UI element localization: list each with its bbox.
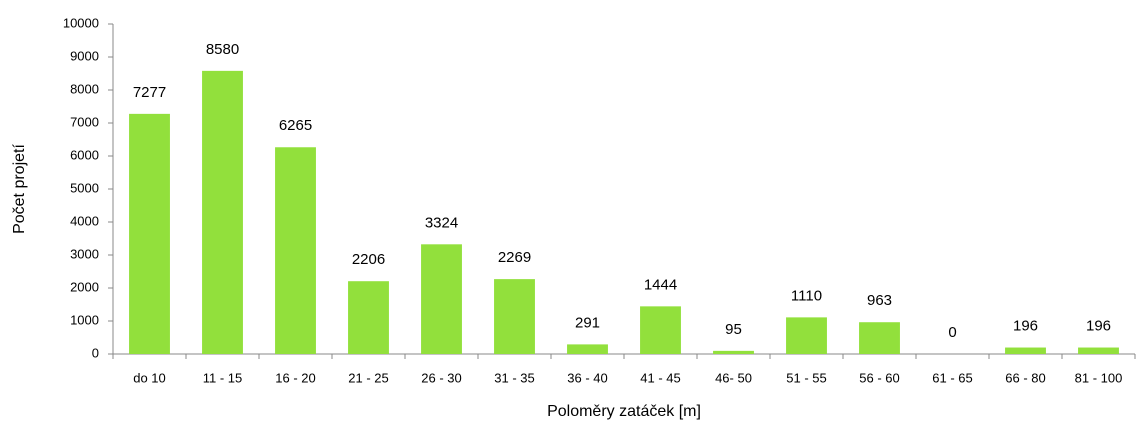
bar — [786, 317, 827, 354]
bar — [129, 113, 170, 354]
y-axis-title: Počet projetí — [11, 144, 28, 234]
y-tick-label: 1000 — [70, 312, 99, 327]
bar — [494, 279, 535, 354]
bar — [1005, 347, 1046, 354]
data-label: 8580 — [206, 41, 239, 58]
y-tick-label: 7000 — [70, 114, 99, 129]
y-tick-label: 8000 — [70, 81, 99, 96]
x-tick-label: 16 - 20 — [275, 370, 315, 385]
x-tick-label: 46- 50 — [715, 370, 752, 385]
bar — [348, 281, 389, 354]
x-tick-label: 36 - 40 — [567, 370, 607, 385]
x-tick-label: 41 - 45 — [640, 370, 680, 385]
data-label: 196 — [1086, 318, 1111, 335]
data-label: 0 — [948, 324, 956, 341]
y-tick-label: 3000 — [70, 246, 99, 261]
data-label: 95 — [725, 321, 742, 338]
y-tick-label: 10000 — [63, 15, 99, 30]
y-tick-label: 0 — [92, 345, 99, 360]
x-tick-label: 21 - 25 — [348, 370, 388, 385]
bar — [640, 306, 681, 354]
data-label: 6265 — [279, 117, 312, 134]
x-tick-label: 11 - 15 — [203, 370, 243, 385]
x-tick-label: 56 - 60 — [859, 370, 899, 385]
data-label: 1444 — [644, 276, 677, 293]
x-axis-title: Poloměry zatáček [m] — [547, 403, 701, 420]
x-tick-label: do 10 — [133, 370, 166, 385]
y-tick-label: 5000 — [70, 180, 99, 195]
bar — [1078, 347, 1119, 354]
data-label: 963 — [867, 292, 892, 309]
y-tick-label: 2000 — [70, 279, 99, 294]
bar — [859, 322, 900, 354]
y-tick-label: 4000 — [70, 213, 99, 228]
data-label: 291 — [575, 314, 600, 331]
data-label: 2206 — [352, 251, 385, 268]
data-label: 2269 — [498, 249, 531, 266]
bar — [275, 147, 316, 354]
data-label: 1110 — [791, 287, 822, 304]
x-tick-label: 81 - 100 — [1075, 370, 1123, 385]
x-tick-label: 66 - 80 — [1005, 370, 1045, 385]
y-tick-label: 9000 — [70, 48, 99, 63]
bar — [713, 350, 754, 354]
x-tick-label: 26 - 30 — [421, 370, 461, 385]
bar — [202, 70, 243, 355]
x-tick-label: 31 - 35 — [494, 370, 534, 385]
bar — [567, 344, 608, 354]
bar — [421, 244, 462, 354]
y-tick-label: 6000 — [70, 147, 99, 162]
data-label: 7277 — [133, 84, 166, 101]
x-tick-label: 61 - 65 — [932, 370, 972, 385]
data-label: 3324 — [425, 214, 458, 231]
x-tick-label: 51 - 55 — [786, 370, 826, 385]
data-label: 196 — [1013, 318, 1038, 335]
